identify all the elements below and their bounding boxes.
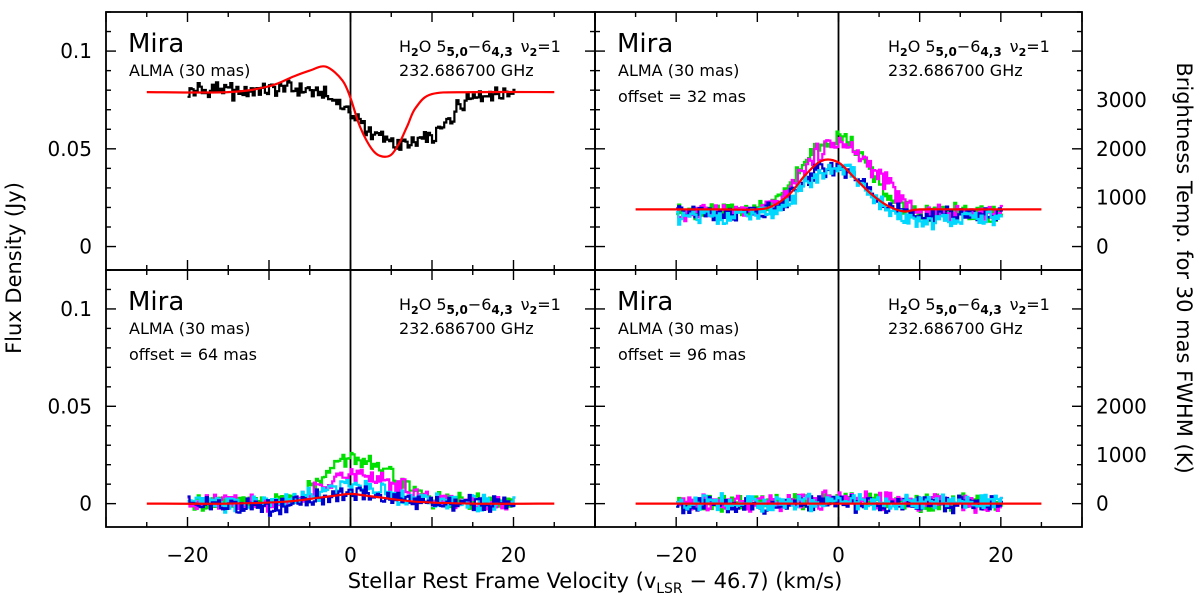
transition-part: ν xyxy=(521,295,530,314)
series-group xyxy=(635,489,1042,515)
transition-part: =1 xyxy=(537,37,561,56)
x-axis-title: Stellar Rest Frame Velocity (vLSR − 46.7… xyxy=(348,569,843,596)
right-tick-label: 1000 xyxy=(1096,443,1147,467)
transition-part: 5,0 xyxy=(936,45,957,59)
transition-part: O 5 xyxy=(419,37,447,56)
series-model xyxy=(146,492,555,505)
y-tick-label: 0.1 xyxy=(60,39,92,63)
offset-label: offset = 32 mas xyxy=(618,87,746,106)
transition-part: =1 xyxy=(1026,295,1050,314)
transition-part: =1 xyxy=(1026,37,1050,56)
transition-part: =1 xyxy=(537,295,561,314)
transition-label: H2O 55,0−64,3 ν2=1 xyxy=(888,295,1050,317)
transition-part: H xyxy=(399,37,411,56)
frequency-label: 232.686700 GHz xyxy=(399,61,534,80)
right-tick-label: 2000 xyxy=(1096,137,1147,161)
star-label: Mira xyxy=(128,287,184,317)
transition-part: ν xyxy=(1010,295,1019,314)
star-label: Mira xyxy=(617,287,673,317)
y-tick-label: 0 xyxy=(79,492,92,516)
right-tick-label: 1000 xyxy=(1096,186,1147,210)
transition-part: 4,3 xyxy=(491,45,512,59)
transition-part: −6 xyxy=(957,37,981,56)
transition-part: O 5 xyxy=(908,295,936,314)
panel-bottom-right: −20 0 20 0 1000 2000 Mira ALMA (30 mas) offset =… xyxy=(594,269,1147,567)
transition-part: O 5 xyxy=(419,295,447,314)
series-spectrum xyxy=(676,163,1003,231)
transition-part: 4,3 xyxy=(980,303,1001,317)
series-group xyxy=(146,65,555,158)
y-axis-title-left: Flux Density (Jy) xyxy=(2,182,26,354)
transition-part: 2 xyxy=(1019,46,1027,59)
transition-part: 2 xyxy=(530,46,538,59)
transition-label: H2O 55,0−64,3 ν2=1 xyxy=(399,37,561,59)
star-label: Mira xyxy=(617,29,673,59)
right-tick-label: 3000 xyxy=(1096,88,1147,112)
transition-part: −6 xyxy=(468,37,492,56)
transition-part: 5,0 xyxy=(936,303,957,317)
figure-labels: Stellar Rest Frame Velocity (vLSR − 46.7… xyxy=(2,62,1196,596)
x-tick-label: 20 xyxy=(988,543,1013,567)
x-tick-label: 0 xyxy=(344,543,357,567)
x-tick-label: 0 xyxy=(832,543,845,567)
frequency-label: 232.686700 GHz xyxy=(888,61,1023,80)
instrument-label: ALMA (30 mas) xyxy=(129,61,250,80)
instrument-label: ALMA (30 mas) xyxy=(618,61,739,80)
transition-part: −6 xyxy=(468,295,492,314)
series-spectrum xyxy=(187,485,516,517)
transition-label: H2O 55,0−64,3 ν2=1 xyxy=(399,295,561,317)
y-tick-label: 0.05 xyxy=(47,137,92,161)
panel-top-right: 0 1000 2000 3000 Mira ALMA (30 mas) offset = 3… xyxy=(594,11,1147,271)
transition-part: 4,3 xyxy=(980,45,1001,59)
transition-part: 2 xyxy=(900,46,908,59)
transition-part: 5,0 xyxy=(447,45,468,59)
x-tick-label: −20 xyxy=(655,543,697,567)
transition-part: H xyxy=(399,295,411,314)
series-spectrum xyxy=(187,79,516,151)
y-tick-label: 0 xyxy=(79,235,92,259)
offset-label: offset = 64 mas xyxy=(129,345,257,364)
star-label: Mira xyxy=(128,29,184,59)
y-axis-title-right: Brightness Temp. for 30 mas FWHM (K) xyxy=(1172,62,1196,473)
transition-part: 2 xyxy=(1019,304,1027,317)
y-tick-label: 0.05 xyxy=(47,394,92,418)
frequency-label: 232.686700 GHz xyxy=(399,319,534,338)
transition-label: H2O 55,0−64,3 ν2=1 xyxy=(888,37,1050,59)
transition-part: 2 xyxy=(411,304,419,317)
transition-part: ν xyxy=(1010,37,1019,56)
frequency-label: 232.686700 GHz xyxy=(888,319,1023,338)
transition-part: 2 xyxy=(411,46,419,59)
transition-part: 4,3 xyxy=(491,303,512,317)
y-tick-label: 0.1 xyxy=(60,297,92,321)
right-tick-label: 0 xyxy=(1096,235,1109,259)
transition-part: 2 xyxy=(530,304,538,317)
instrument-label: ALMA (30 mas) xyxy=(129,319,250,338)
transition-part: −6 xyxy=(957,295,981,314)
series-group xyxy=(635,130,1042,231)
x-tick-label: −20 xyxy=(166,543,208,567)
transition-part: H xyxy=(888,295,900,314)
series-model xyxy=(635,158,1042,213)
series-model xyxy=(146,65,555,158)
panel-frame xyxy=(594,269,1083,528)
transition-part: H xyxy=(888,37,900,56)
x-tick-label: 20 xyxy=(501,543,526,567)
right-tick-label: 2000 xyxy=(1096,394,1147,418)
transition-part: 5,0 xyxy=(447,303,468,317)
panel-bottom-left: −20 0 20 0 0.05 0.1 Mira ALMA (30 mas) offset = … xyxy=(47,269,596,567)
transition-part: 2 xyxy=(900,304,908,317)
transition-part: ν xyxy=(521,37,530,56)
right-tick-label: 0 xyxy=(1096,492,1109,516)
series-group xyxy=(146,451,555,517)
instrument-label: ALMA (30 mas) xyxy=(618,319,739,338)
transition-part: O 5 xyxy=(908,37,936,56)
offset-label: offset = 96 mas xyxy=(618,345,746,364)
